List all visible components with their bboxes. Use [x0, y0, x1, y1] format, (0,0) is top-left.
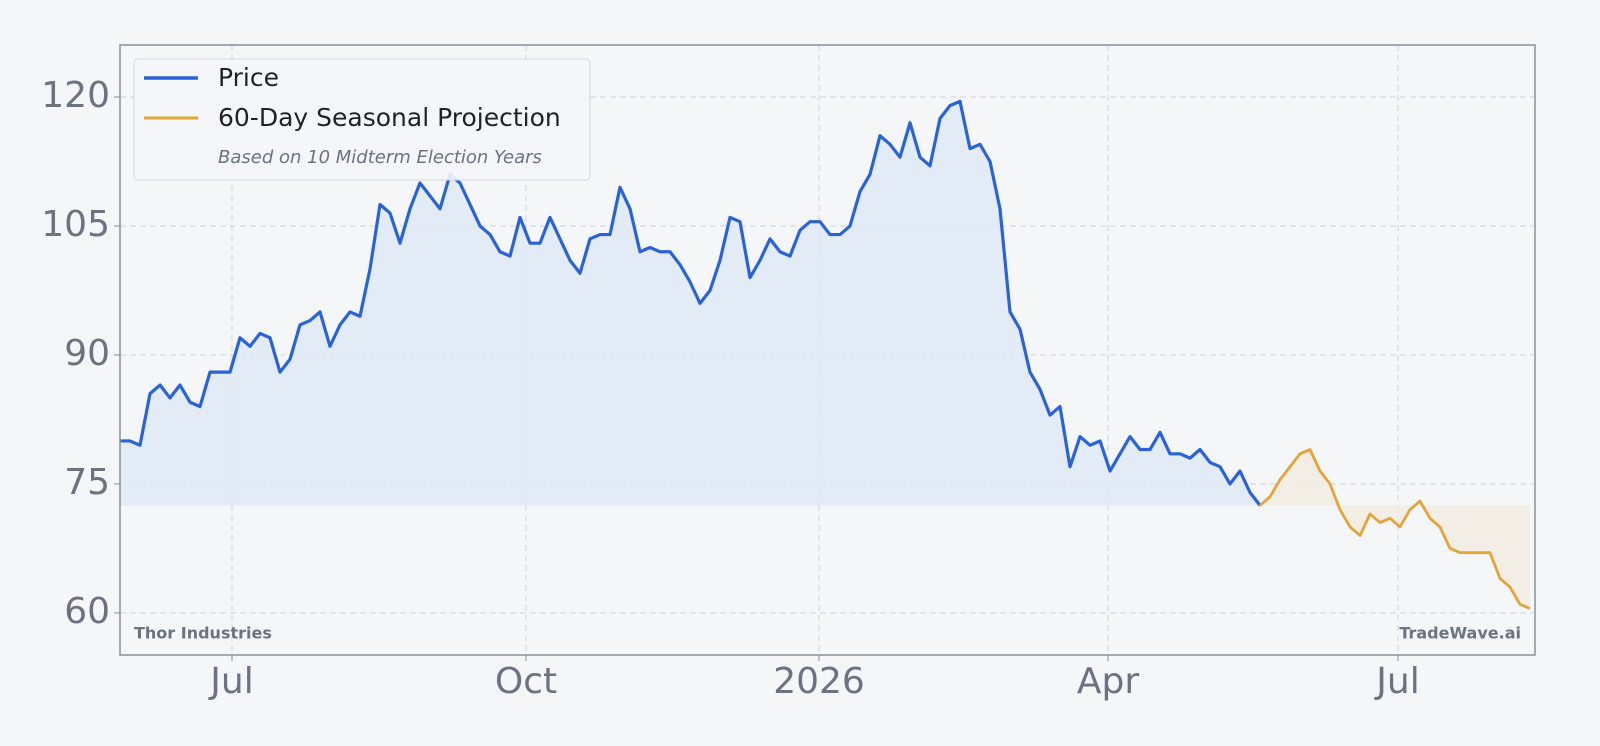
- watermark: Thor Industries: [134, 624, 272, 643]
- y-tick-label: 120: [41, 75, 110, 116]
- y-tick-label: 90: [64, 333, 110, 374]
- x-tick-label: Apr: [1077, 661, 1139, 702]
- x-tick-label: 2026: [773, 661, 865, 702]
- series-line: [1259, 448, 1531, 610]
- legend-label: 60-Day Seasonal Projection: [218, 103, 561, 132]
- legend: Based on 10 Midterm Election Years Price…: [133, 58, 591, 181]
- legend-box: [133, 58, 591, 181]
- x-tick-label: Oct: [495, 661, 557, 702]
- plot-layer: [120, 45, 1535, 655]
- y-tick-label: 60: [64, 591, 110, 632]
- legend-note: Based on 10 Midterm Election Years: [218, 147, 542, 168]
- x-tick-label: Jul: [208, 661, 253, 702]
- plot-frame: [119, 44, 1536, 656]
- y-tick-label: 105: [41, 204, 110, 245]
- area-fill: [1260, 449, 1530, 609]
- series-line: [120, 99, 1262, 507]
- y-tick-label: 75: [64, 462, 110, 503]
- watermark: TradeWave.ai: [1399, 624, 1521, 643]
- x-tick-label: Jul: [1374, 661, 1419, 702]
- area-fill: [120, 101, 1260, 506]
- legend-label: Price: [218, 63, 279, 92]
